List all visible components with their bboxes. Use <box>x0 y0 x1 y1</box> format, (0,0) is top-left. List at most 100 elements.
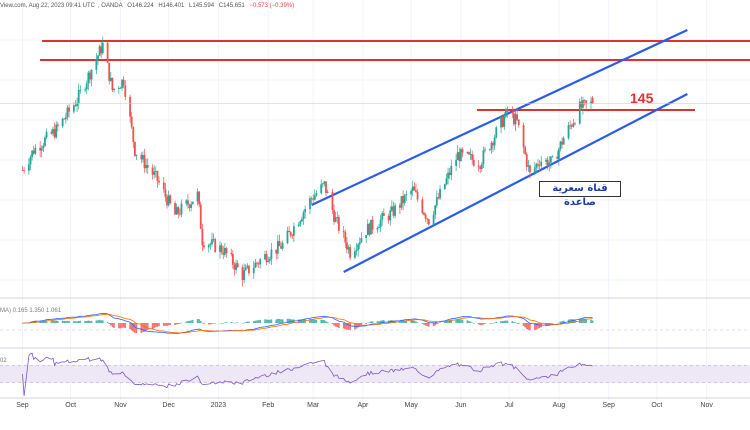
macd-histogram-bar <box>516 323 518 324</box>
candle-body <box>246 265 249 268</box>
candle-body <box>156 170 159 181</box>
macd-histogram-bar <box>246 321 249 323</box>
macd-histogram-bar <box>180 322 183 324</box>
candle-body <box>201 228 204 246</box>
candle-body <box>174 202 176 215</box>
candle-body <box>471 154 474 160</box>
candle-body <box>207 245 210 248</box>
candle-body <box>466 152 469 153</box>
candle-body <box>292 226 295 236</box>
candle-body <box>522 125 525 148</box>
candle-body <box>39 147 42 151</box>
candle-body <box>109 77 112 81</box>
candle-body <box>196 191 199 202</box>
candle-body <box>556 156 559 160</box>
candle-body <box>111 77 114 91</box>
candle-body <box>142 155 144 160</box>
macd-histogram-bar <box>151 323 154 330</box>
candle-body <box>516 114 519 120</box>
candle-body <box>392 206 395 216</box>
macd-histogram-bar <box>495 321 498 323</box>
candle-body <box>34 147 37 154</box>
candle-body <box>145 165 148 169</box>
candle-body <box>524 147 527 155</box>
candle-body <box>535 164 538 168</box>
candle-body <box>151 167 154 175</box>
candle-body <box>135 154 138 156</box>
candle-body <box>514 114 517 125</box>
macd-histogram-bar <box>591 320 594 323</box>
macd-histogram-bar <box>188 320 191 323</box>
macd-histogram-bar <box>315 319 318 323</box>
macd-histogram-bar <box>527 323 530 330</box>
candle-body <box>175 207 178 215</box>
macd-histogram-bar <box>338 323 340 328</box>
candle-body <box>400 196 403 208</box>
macd-histogram-bar <box>259 319 261 323</box>
macd-histogram-bar <box>405 320 408 323</box>
macd-histogram-bar <box>556 323 559 324</box>
candle-body <box>381 213 384 220</box>
macd-histogram-bar <box>472 323 475 324</box>
candle-body <box>297 224 300 227</box>
candle-body <box>190 204 193 208</box>
candle-body <box>122 79 125 86</box>
macd-histogram-bar <box>323 320 326 323</box>
x-tick-label: Oct <box>651 402 663 409</box>
macd-histogram-bar <box>460 319 462 323</box>
macd-histogram-bar <box>121 323 123 328</box>
macd-histogram-bar <box>468 320 470 323</box>
x-tick-label: Sep <box>16 402 29 409</box>
candle-body <box>180 203 183 215</box>
high-value: H146.401 <box>158 3 185 9</box>
macd-histogram-bar <box>73 320 75 323</box>
candle-body <box>557 149 560 160</box>
candle-body <box>198 191 201 205</box>
macd-histogram-bar <box>101 320 104 323</box>
candle-body <box>427 219 430 225</box>
candle-body <box>376 227 379 230</box>
macd-histogram-bar <box>174 323 176 326</box>
macd-histogram-bar <box>469 321 472 323</box>
candle-body <box>21 170 24 171</box>
x-tick-label: Jun <box>455 402 467 409</box>
candle-body <box>66 107 69 118</box>
candle-body <box>572 123 575 127</box>
candle-body <box>117 88 120 89</box>
macd-histogram-bar <box>177 323 180 325</box>
candle-body <box>257 263 260 265</box>
candle-body <box>254 262 257 268</box>
macd-histogram-bar <box>196 319 199 323</box>
macd-histogram-bar <box>559 321 562 323</box>
macd-histogram-bar <box>84 321 86 323</box>
candle-body <box>484 149 486 151</box>
macd-histogram-bar <box>275 319 278 323</box>
candle-body <box>23 170 25 171</box>
macd-histogram-bar <box>225 322 228 323</box>
macd-histogram-bar <box>370 321 372 323</box>
candle-body <box>191 201 194 205</box>
candle-body <box>546 159 549 167</box>
macd-histogram-bar <box>191 319 194 323</box>
candle-body <box>231 253 234 265</box>
candle-body <box>212 239 215 240</box>
candle-body <box>31 150 34 157</box>
macd-histogram-bar <box>267 319 270 323</box>
macd-histogram-bar <box>106 321 109 323</box>
candle-body <box>366 223 369 236</box>
macd-histogram-bar <box>113 323 115 328</box>
x-tick-label: Oct <box>65 402 77 409</box>
candle-body <box>527 165 530 167</box>
macd-histogram-bar <box>480 323 483 326</box>
candle-body <box>153 171 156 175</box>
candle-body <box>447 172 449 179</box>
candle-body <box>61 118 64 127</box>
macd-histogram-bar <box>146 323 149 330</box>
macd-histogram-bar <box>461 319 464 323</box>
macd-histogram-bar <box>211 323 213 324</box>
ascending-channel <box>311 29 688 273</box>
candle-body <box>140 154 143 160</box>
macd-histogram-bar <box>214 323 217 324</box>
macd-histogram-bar <box>383 320 385 323</box>
